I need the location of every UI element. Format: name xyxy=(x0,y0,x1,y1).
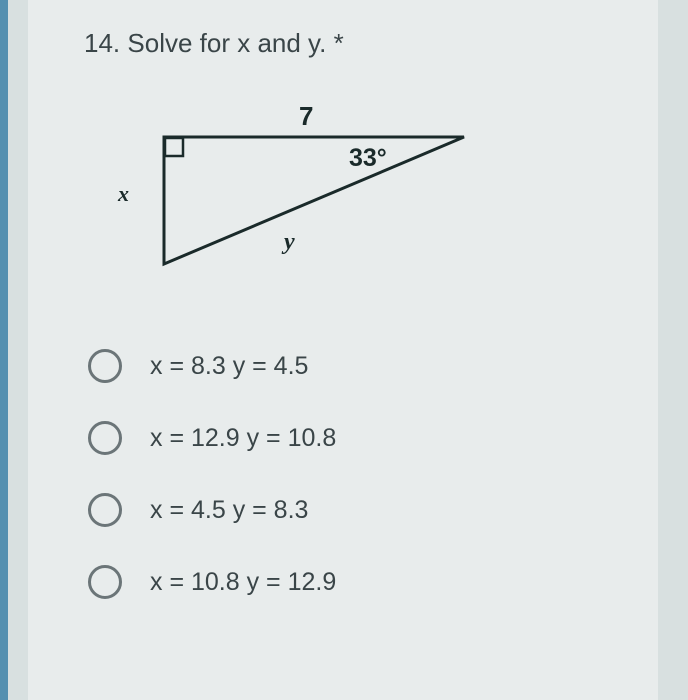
radio-icon[interactable] xyxy=(88,565,122,599)
question-text-content: Solve for x and y. * xyxy=(127,28,343,58)
option-row[interactable]: x = 10.8 y = 12.9 xyxy=(88,565,618,599)
label-angle: 33° xyxy=(349,144,387,173)
option-row[interactable]: x = 4.5 y = 8.3 xyxy=(88,493,618,527)
option-label: x = 10.8 y = 12.9 xyxy=(150,568,336,597)
radio-icon[interactable] xyxy=(88,349,122,383)
option-label: x = 12.9 y = 10.8 xyxy=(150,424,336,453)
label-left-side: x xyxy=(118,181,129,207)
radio-icon[interactable] xyxy=(88,421,122,455)
question-number: 14. xyxy=(84,28,120,58)
option-label: x = 8.3 y = 4.5 xyxy=(150,352,308,381)
label-top-side: 7 xyxy=(299,101,313,132)
triangle-diagram: 7 33° x y xyxy=(124,99,484,289)
options-list: x = 8.3 y = 4.5 x = 12.9 y = 10.8 x = 4.… xyxy=(88,349,618,599)
option-label: x = 4.5 y = 8.3 xyxy=(150,496,308,525)
label-hypotenuse: y xyxy=(284,229,295,256)
question-prompt: 14. Solve for x and y. * xyxy=(84,28,618,59)
question-page: 14. Solve for x and y. * 7 33° x y x = 8… xyxy=(28,0,658,700)
option-row[interactable]: x = 8.3 y = 4.5 xyxy=(88,349,618,383)
option-row[interactable]: x = 12.9 y = 10.8 xyxy=(88,421,618,455)
triangle-svg xyxy=(144,129,484,289)
left-accent-bar xyxy=(0,0,8,700)
radio-icon[interactable] xyxy=(88,493,122,527)
